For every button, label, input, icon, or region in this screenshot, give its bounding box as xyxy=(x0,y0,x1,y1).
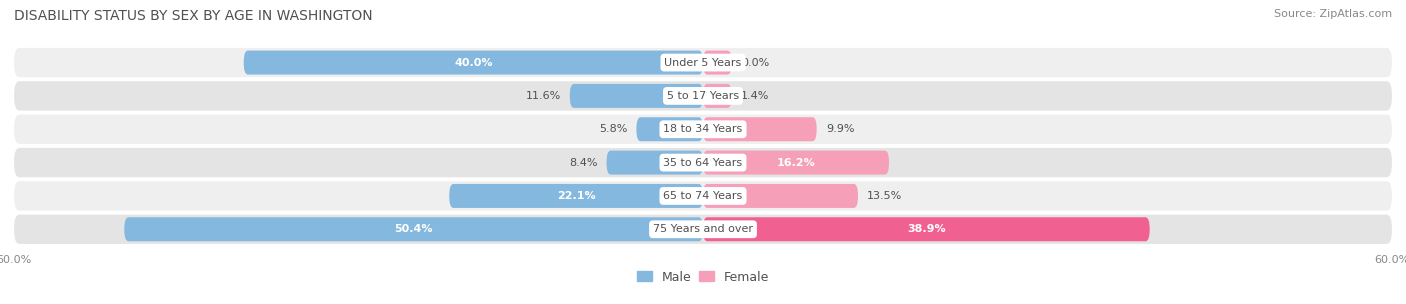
FancyBboxPatch shape xyxy=(14,148,1392,177)
FancyBboxPatch shape xyxy=(703,217,1150,241)
Text: 11.6%: 11.6% xyxy=(526,91,561,101)
Text: 8.4%: 8.4% xyxy=(569,157,598,168)
FancyBboxPatch shape xyxy=(703,150,889,174)
FancyBboxPatch shape xyxy=(14,181,1392,211)
FancyBboxPatch shape xyxy=(450,184,703,208)
Text: 75 Years and over: 75 Years and over xyxy=(652,224,754,234)
FancyBboxPatch shape xyxy=(14,48,1392,77)
FancyBboxPatch shape xyxy=(14,81,1392,111)
Text: DISABILITY STATUS BY SEX BY AGE IN WASHINGTON: DISABILITY STATUS BY SEX BY AGE IN WASHI… xyxy=(14,9,373,23)
Legend: Male, Female: Male, Female xyxy=(631,265,775,288)
FancyBboxPatch shape xyxy=(243,50,703,74)
Text: 9.9%: 9.9% xyxy=(825,124,855,134)
Text: 13.5%: 13.5% xyxy=(868,191,903,201)
FancyBboxPatch shape xyxy=(606,150,703,174)
Text: 0.0%: 0.0% xyxy=(741,57,769,67)
Text: 35 to 64 Years: 35 to 64 Years xyxy=(664,157,742,168)
Text: Source: ZipAtlas.com: Source: ZipAtlas.com xyxy=(1274,9,1392,19)
Text: 18 to 34 Years: 18 to 34 Years xyxy=(664,124,742,134)
FancyBboxPatch shape xyxy=(569,84,703,108)
Text: 40.0%: 40.0% xyxy=(454,57,492,67)
FancyBboxPatch shape xyxy=(703,50,731,74)
FancyBboxPatch shape xyxy=(14,115,1392,144)
FancyBboxPatch shape xyxy=(124,217,703,241)
Text: 50.4%: 50.4% xyxy=(395,224,433,234)
Text: 5.8%: 5.8% xyxy=(599,124,627,134)
FancyBboxPatch shape xyxy=(637,117,703,141)
Text: 1.4%: 1.4% xyxy=(741,91,769,101)
Text: 16.2%: 16.2% xyxy=(776,157,815,168)
FancyBboxPatch shape xyxy=(14,215,1392,244)
Text: Under 5 Years: Under 5 Years xyxy=(665,57,741,67)
Text: 5 to 17 Years: 5 to 17 Years xyxy=(666,91,740,101)
Text: 22.1%: 22.1% xyxy=(557,191,595,201)
FancyBboxPatch shape xyxy=(703,184,858,208)
FancyBboxPatch shape xyxy=(703,117,817,141)
FancyBboxPatch shape xyxy=(703,84,731,108)
Text: 38.9%: 38.9% xyxy=(907,224,946,234)
Text: 65 to 74 Years: 65 to 74 Years xyxy=(664,191,742,201)
